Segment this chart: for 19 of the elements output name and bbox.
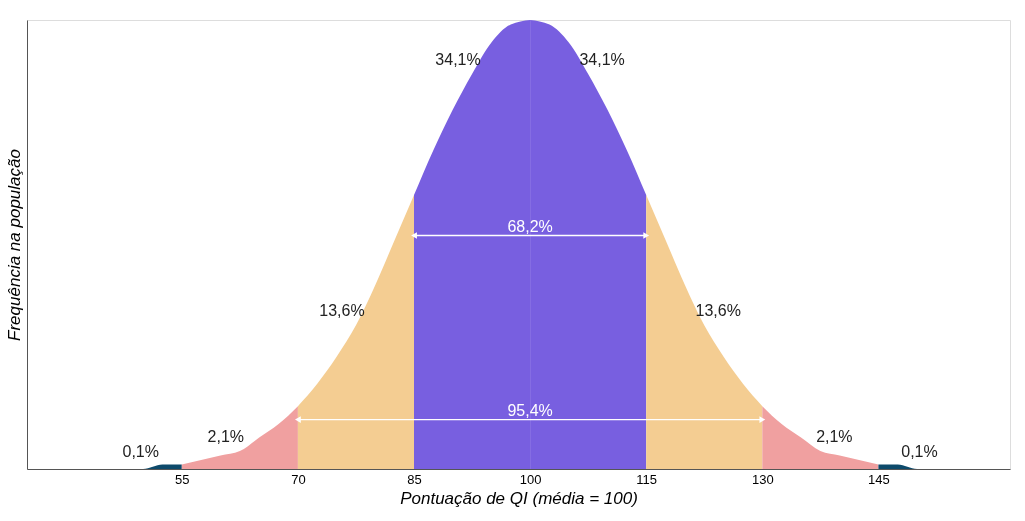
x-tick-label: 70 bbox=[291, 471, 306, 487]
series-label: 0,1% bbox=[122, 443, 159, 461]
x-tick-label: 115 bbox=[636, 471, 658, 487]
series-label: 34,1% bbox=[579, 50, 625, 68]
series-label: 34,1% bbox=[435, 50, 481, 68]
series-label: 68,2% bbox=[507, 217, 553, 235]
x-tick-label: 145 bbox=[868, 471, 890, 487]
x-tick-label: 100 bbox=[519, 471, 542, 487]
series-label: 2,1% bbox=[207, 428, 245, 446]
x-tick-label: 130 bbox=[751, 471, 774, 487]
x-tick-label: 85 bbox=[407, 471, 422, 487]
x-axis-title: Pontuação de QI (média = 100) bbox=[400, 488, 638, 508]
series-label: 2,1% bbox=[816, 428, 853, 446]
series-label: 0,1% bbox=[901, 443, 938, 461]
series-label: 13,6% bbox=[319, 302, 365, 320]
y-axis-title: Frequência na população bbox=[4, 149, 24, 341]
series-label: 95,4% bbox=[507, 401, 553, 419]
x-tick-label: 55 bbox=[175, 471, 190, 487]
series-label: 13,6% bbox=[695, 302, 741, 320]
